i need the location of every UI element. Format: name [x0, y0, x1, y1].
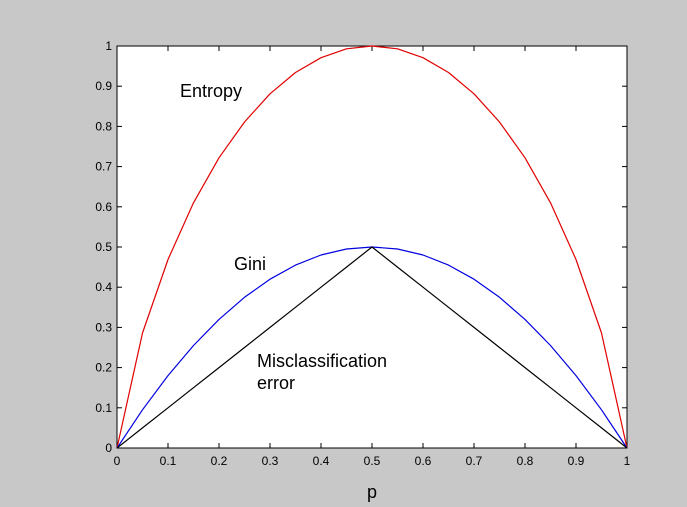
x-axis-label: p — [367, 482, 377, 502]
misclassification-line — [116, 246, 628, 449]
x-tick-label: 0.8 — [517, 454, 534, 468]
x-tick-label: 1 — [624, 454, 631, 468]
entropy-annotation: Entropy — [180, 81, 242, 101]
misclassification-annotation: Misclassification — [257, 351, 387, 371]
y-tick-label: 0.7 — [95, 160, 112, 174]
misclassification-annotation: error — [257, 373, 295, 393]
x-tick-label: 0.5 — [364, 454, 381, 468]
y-tick-label: 0.5 — [95, 240, 112, 254]
x-tick-label: 0.2 — [211, 454, 228, 468]
x-tick-label: 0.6 — [415, 454, 432, 468]
x-tick-label: 0.3 — [262, 454, 279, 468]
tick-labels: 0 0.1 0.2 0.3 0.4 0.5 0.6 0.7 0.8 0.9 1 0 0.1 0.2 0.3 0… — [95, 39, 630, 468]
series-lines — [116, 45, 628, 449]
y-tick-label: 0.3 — [95, 320, 112, 334]
x-tick-label: 0.1 — [160, 454, 177, 468]
x-tick-label: 0.9 — [568, 454, 585, 468]
y-tick-label: 0 — [105, 441, 112, 455]
y-tick-label: 0.9 — [95, 79, 112, 93]
y-tick-label: 0.2 — [95, 361, 112, 375]
y-tick-label: 1 — [105, 39, 112, 53]
y-tick-label: 0.1 — [95, 401, 112, 415]
y-tick-label: 0.6 — [95, 200, 112, 214]
gini-annotation: Gini — [234, 254, 266, 274]
x-tick-label: 0.7 — [466, 454, 483, 468]
entropy-line — [116, 45, 628, 449]
x-tick-label: 0.4 — [313, 454, 330, 468]
y-tick-label: 0.8 — [95, 119, 112, 133]
y-tick-label: 0.4 — [95, 280, 112, 294]
x-tick-label: 0 — [114, 454, 121, 468]
